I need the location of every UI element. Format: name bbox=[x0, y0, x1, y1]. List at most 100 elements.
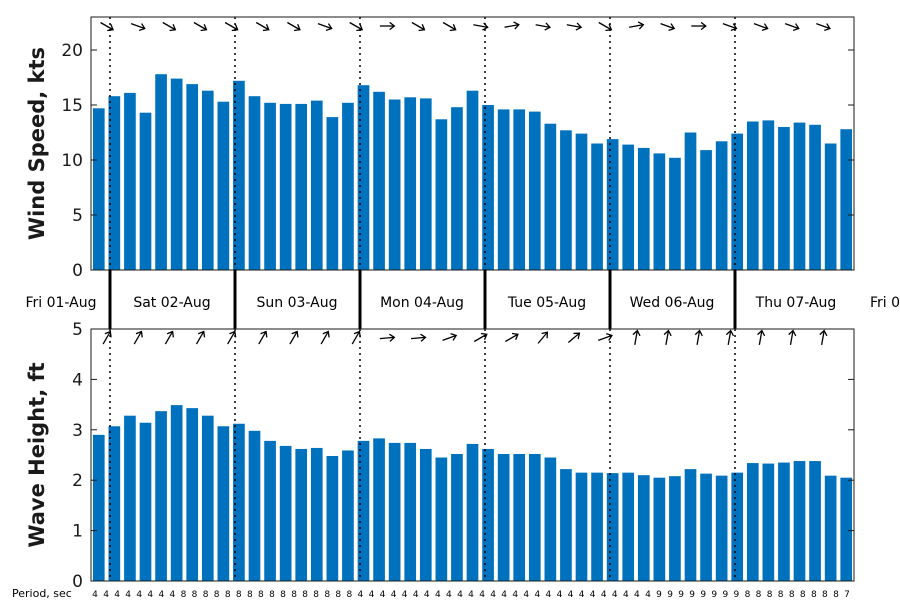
period-value: 8 bbox=[324, 590, 330, 600]
wind-speed-direction-arrow-head bbox=[325, 23, 333, 31]
period-value: 9 bbox=[689, 590, 695, 600]
wind-speed-direction-arrow-shaft bbox=[255, 21, 269, 31]
wave-height-bar bbox=[482, 448, 494, 581]
wave-height-direction-arrow-head bbox=[725, 329, 735, 337]
wave-height-direction-arrow-shaft bbox=[320, 331, 329, 345]
day-label: Sun 03-Aug bbox=[257, 295, 338, 311]
wave-height-direction-arrow-shaft bbox=[727, 330, 732, 346]
wave-height-bar bbox=[731, 472, 744, 581]
wave-height-tick-label: 3 bbox=[72, 421, 83, 441]
period-value: 4 bbox=[446, 590, 452, 600]
wind-speed-bar bbox=[124, 92, 136, 271]
wind-speed-direction-arrow-head bbox=[418, 24, 426, 32]
wave-height-bar bbox=[824, 475, 837, 581]
wave-height-bar bbox=[669, 476, 681, 581]
wave-height-direction-arrow-shaft bbox=[289, 331, 298, 345]
wave-height-bar bbox=[248, 430, 261, 581]
wave-height-bar bbox=[295, 448, 308, 581]
wave-height-bar bbox=[653, 477, 666, 581]
wind-speed-direction-arrow-head bbox=[700, 21, 707, 31]
wave-height-direction-arrow-shaft bbox=[789, 330, 794, 346]
wind-speed-direction-arrow bbox=[442, 21, 457, 32]
wave-height-direction-arrow-head bbox=[388, 333, 396, 342]
wind-speed-direction-arrow-shaft bbox=[628, 24, 644, 28]
wind-speed-tick-label: 0 bbox=[72, 261, 83, 281]
wave-height-direction-arrow-head bbox=[135, 330, 143, 338]
wave-height-bar bbox=[217, 426, 230, 581]
wave-height-direction-arrow bbox=[819, 329, 828, 346]
wave-height-direction-arrow-head bbox=[541, 331, 549, 339]
wave-height-direction-arrow bbox=[289, 330, 299, 345]
wind-speed-tick-label: 15 bbox=[61, 96, 83, 116]
wind-speed-direction-arrow-head bbox=[138, 23, 146, 31]
wave-height-bar bbox=[92, 434, 105, 581]
period-value: 4 bbox=[601, 590, 607, 600]
period-value: 4 bbox=[512, 590, 518, 600]
wind-speed-tick-label: 5 bbox=[72, 206, 83, 226]
wind-speed-direction-arrow bbox=[504, 21, 520, 30]
wave-height-bar bbox=[466, 443, 479, 581]
wind-speed-direction-arrow-head bbox=[262, 24, 270, 32]
period-value: 8 bbox=[822, 590, 828, 600]
wind-speed-direction-arrow bbox=[816, 22, 831, 31]
period-value: 8 bbox=[291, 590, 297, 600]
wind-speed-frame bbox=[90, 16, 855, 271]
wind-speed-bar bbox=[326, 117, 339, 270]
wind-speed-bar bbox=[373, 91, 385, 270]
wave-height-direction-arrow-shaft bbox=[567, 333, 580, 343]
wind-speed-tick-label: 20 bbox=[61, 41, 83, 61]
wind-speed-bar bbox=[186, 84, 199, 270]
wave-height-direction-arrow bbox=[379, 333, 396, 342]
wind-speed-direction-arrow bbox=[628, 21, 645, 30]
period-value: 4 bbox=[479, 590, 485, 600]
period-value: 4 bbox=[125, 590, 131, 600]
wind-speed-bar bbox=[715, 141, 728, 270]
wave-height-direction-arrow-shaft bbox=[537, 332, 548, 344]
wind-speed-direction-arrow bbox=[691, 21, 707, 31]
wave-height-direction-arrow bbox=[410, 333, 427, 342]
period-value: 8 bbox=[335, 590, 341, 600]
period-value: 8 bbox=[269, 590, 275, 600]
wind-speed-tick-label: 10 bbox=[61, 151, 83, 171]
period-value: 8 bbox=[247, 590, 253, 600]
wave-height-axis-title: Wave Height, ft bbox=[25, 362, 49, 547]
wave-height-direction-arrow bbox=[164, 330, 175, 345]
period-value: 8 bbox=[346, 590, 352, 600]
wind-speed-direction-arrow-shaft bbox=[784, 22, 799, 30]
wind-speed-direction-arrow-shaft bbox=[504, 24, 519, 28]
wind-speed-bar bbox=[591, 143, 603, 270]
wave-height-direction-arrow bbox=[725, 329, 735, 346]
period-value: 4 bbox=[501, 590, 507, 600]
wind-speed-direction-arrow-shaft bbox=[287, 21, 300, 31]
wind-speed-bar bbox=[513, 109, 526, 271]
period-value: 8 bbox=[745, 590, 751, 600]
wind-speed-bar bbox=[606, 139, 619, 270]
wave-height-direction-arrow bbox=[567, 332, 581, 343]
period-value: 4 bbox=[557, 590, 563, 600]
period-value: 4 bbox=[490, 590, 496, 600]
wave-height-tick-label: 1 bbox=[72, 522, 83, 542]
wave-height-direction-arrow bbox=[227, 330, 237, 345]
wind-speed-bar bbox=[528, 111, 541, 270]
wind-speed-bar bbox=[793, 122, 806, 270]
wind-speed-direction-arrow-head bbox=[730, 23, 738, 31]
wind-speed-direction-arrow-shaft bbox=[816, 22, 830, 30]
wind-speed-bar bbox=[404, 97, 417, 270]
wind-speed-direction-arrow bbox=[566, 22, 583, 31]
wave-height-bar bbox=[560, 469, 572, 581]
wave-height-bar bbox=[700, 473, 712, 581]
period-title: Period, sec bbox=[12, 587, 72, 600]
period-value: 4 bbox=[114, 590, 120, 600]
wave-height-bar bbox=[513, 453, 526, 581]
wind-speed-direction-arrow-head bbox=[356, 24, 364, 32]
wind-speed-bar bbox=[357, 85, 370, 270]
day-label: Thu 07-Aug bbox=[755, 295, 837, 311]
wind-speed-bar bbox=[482, 105, 494, 270]
wave-height-bar bbox=[528, 453, 541, 581]
wave-height-direction-arrow bbox=[195, 330, 206, 345]
wave-height-direction-arrow-shaft bbox=[227, 331, 236, 345]
wind-speed-direction-arrow-head bbox=[544, 22, 552, 31]
period-value: 4 bbox=[623, 590, 629, 600]
wind-speed-direction-arrow-shaft bbox=[722, 22, 737, 30]
